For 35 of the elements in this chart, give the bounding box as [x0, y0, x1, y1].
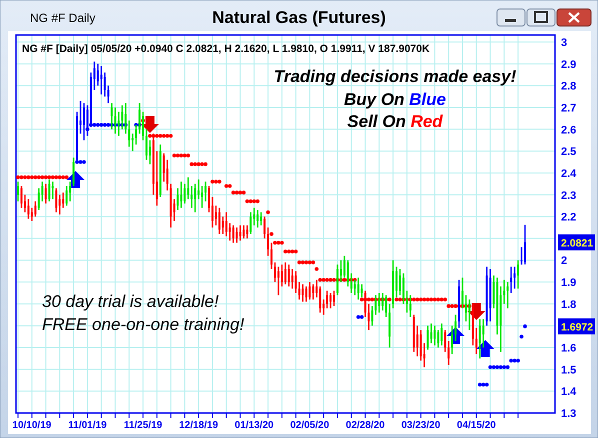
y-tick-label: 1.9 — [561, 277, 576, 290]
y-tick-label: 1.5 — [561, 364, 576, 376]
y-tick-label: 2.8 — [561, 80, 576, 93]
y-tick-label: 3 — [561, 37, 568, 49]
x-tick-label: 11/25/19 — [124, 420, 163, 431]
annotation: Buy On Blue — [344, 90, 446, 109]
y-tick-label: 2.7 — [561, 102, 576, 114]
annotation: Sell On Red — [347, 112, 444, 131]
y-tick-label: 2.0821 — [561, 237, 594, 250]
x-tick-label: 11/01/19 — [68, 420, 108, 431]
text: NG #F Daily — [30, 11, 96, 25]
x-tick-label: 04/15/20 — [456, 420, 496, 431]
x-tick-label: 12/18/19 — [179, 420, 218, 431]
x-tick-label: 01/13/20 — [234, 420, 274, 431]
y-tick-label: 1.6972 — [561, 321, 594, 334]
x-tick-label: 02/28/20 — [346, 420, 386, 431]
annotation: 30 day trial is available! — [42, 292, 219, 311]
y-tick-label: 1.3 — [561, 408, 576, 420]
chart-subtitle: NG #F [Daily] 05/05/20 +0.0940 C 2.0821, H 2.1620, L 1.9810, O 1.9911, V 187.9070K — [22, 43, 430, 55]
x-tick-label: 03/23/20 — [401, 420, 441, 431]
x-tick-label: 02/05/20 — [290, 420, 330, 431]
y-tick-label: 2.5 — [561, 146, 576, 158]
y-tick-label: 1.8 — [561, 298, 576, 311]
y-tick-label: 1.4 — [561, 386, 578, 398]
y-tick-label: 2.6 — [561, 124, 576, 136]
y-tick-label: 2.4 — [561, 168, 578, 180]
annotation: FREE one-on-one training! — [42, 315, 244, 334]
chart-title: Natural Gas (Futures) — [212, 8, 386, 27]
y-tick-label: 2.9 — [561, 58, 576, 71]
y-tick-label: 2 — [561, 255, 568, 268]
y-tick-label: 2.3 — [561, 190, 576, 202]
y-tick-label: 2.2 — [561, 212, 576, 224]
annotation: Trading decisions made easy! — [274, 67, 517, 86]
x-tick-label: 10/10/19 — [12, 420, 52, 431]
y-tick-label: 1.6 — [561, 342, 576, 355]
